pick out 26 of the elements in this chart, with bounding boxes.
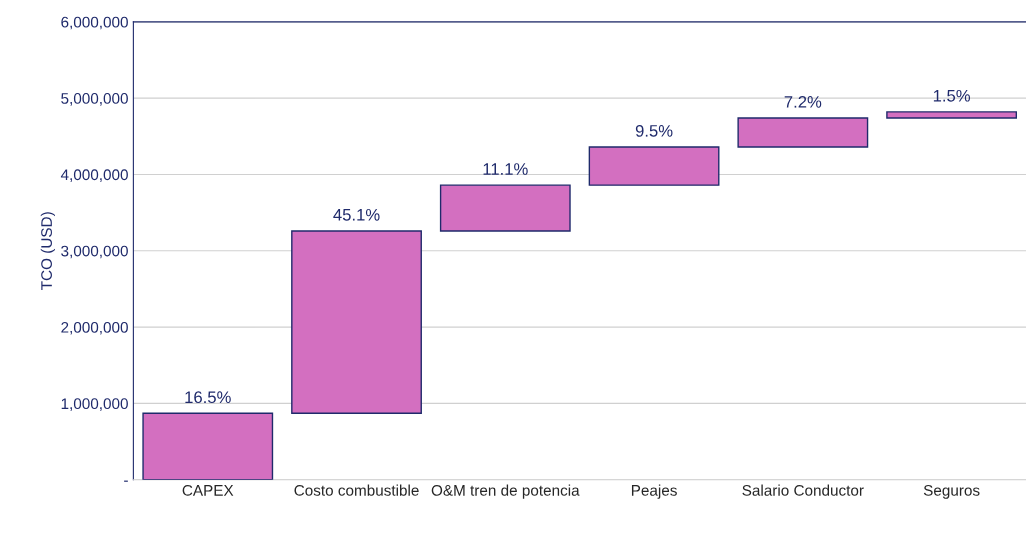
x-tick-label: Costo combustible [294, 484, 419, 496]
bar [291, 230, 422, 415]
y-tick-label: 5,000,000 [61, 93, 128, 106]
bar [737, 117, 869, 148]
y-tick-label: 6,000,000 [61, 16, 128, 30]
x-tick-label: CAPEX [182, 484, 234, 496]
y-tick-label: 4,000,000 [60, 169, 128, 182]
x-tick-label: Seguros [923, 484, 980, 499]
x-tick-label: O&M tren de potencia [431, 484, 580, 499]
y-axis-title: TCO (USD) [40, 212, 55, 290]
y-tick-label: 2,000,000 [61, 321, 128, 335]
y-tick-label: 1,000,000 [61, 398, 128, 411]
annotation: 1.5% [933, 89, 971, 102]
x-tick-label: Peajes [631, 484, 677, 499]
annotation: 11.1% [483, 163, 528, 175]
bar [142, 412, 274, 480]
y-tick-label: 3,000,000 [61, 245, 128, 259]
annotation: 16.5% [185, 391, 231, 404]
y-tick-label: - [124, 480, 128, 482]
bar [439, 184, 571, 232]
annotation: 7.2% [784, 95, 822, 108]
x-tick-label: Salario Conductor [742, 484, 864, 496]
annotation: 45.1% [333, 208, 380, 221]
bar [588, 146, 720, 186]
bar [886, 111, 1018, 119]
annotation: 9.5% [635, 124, 673, 137]
